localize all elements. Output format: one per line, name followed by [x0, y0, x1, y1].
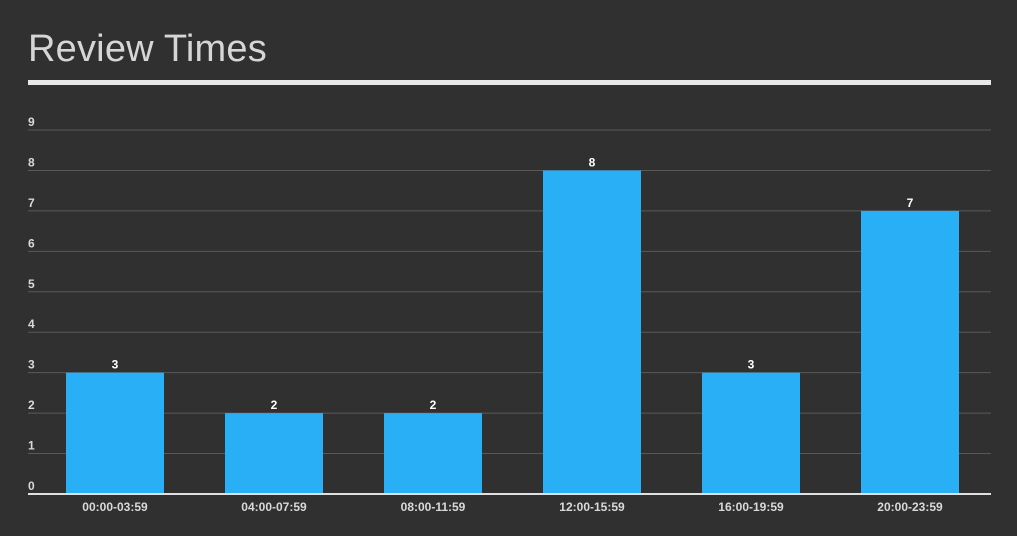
y-tick-label: 9: [28, 115, 35, 129]
y-tick-label: 8: [28, 155, 35, 169]
y-tick-label: 3: [28, 358, 35, 372]
data-label: 2: [271, 398, 278, 412]
chart-title: Review Times: [28, 28, 267, 70]
data-label: 7: [907, 196, 914, 210]
data-label: 2: [430, 398, 437, 412]
x-tick-label: 04:00-07:59: [241, 500, 307, 514]
x-tick-label: 16:00-19:59: [718, 500, 784, 514]
y-tick-label: 2: [28, 398, 35, 412]
x-tick-label: 00:00-03:59: [82, 500, 148, 514]
y-tick-label: 6: [28, 236, 35, 250]
y-tick-label: 4: [28, 317, 35, 331]
bar: [384, 413, 482, 494]
y-tick-label: 1: [28, 439, 35, 453]
bar: [225, 413, 323, 494]
y-tick-label: 5: [28, 277, 35, 291]
y-tick-label: 0: [28, 479, 35, 493]
x-tick-label: 12:00-15:59: [559, 500, 625, 514]
y-tick-label: 7: [28, 196, 35, 210]
bar: [702, 372, 800, 494]
data-label: 3: [112, 358, 119, 372]
data-label: 8: [589, 155, 596, 169]
bar: [861, 210, 959, 494]
title-underline: [28, 80, 991, 85]
bar: [66, 372, 164, 494]
bar: [543, 170, 641, 494]
data-label: 3: [748, 358, 755, 372]
x-tick-label: 08:00-11:59: [401, 500, 466, 514]
x-tick-label: 20:00-23:59: [877, 500, 943, 514]
